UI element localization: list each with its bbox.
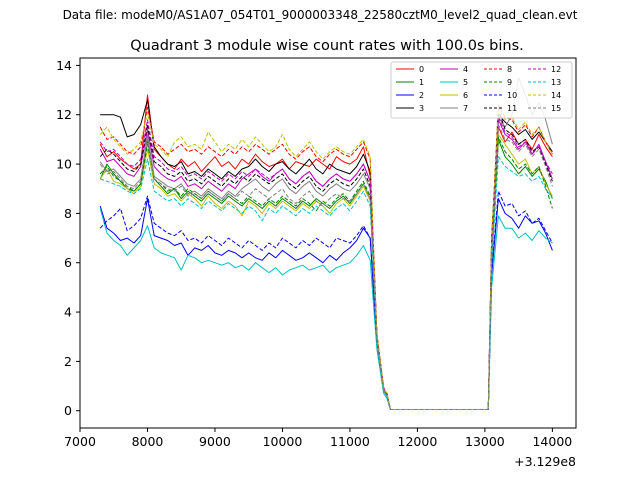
x-offset-label: +3.129e8 [514, 454, 576, 469]
chart-title: Quadrant 3 module wise count rates with … [130, 38, 524, 54]
x-tick-label: 14000 [532, 434, 572, 449]
series-line-9 [99, 136, 553, 410]
legend-label-8: 8 [507, 65, 512, 74]
x-tick-label: 9000 [199, 434, 231, 449]
series-line-0 [99, 94, 553, 410]
legend-label-14: 14 [551, 91, 561, 100]
legend-label-12: 12 [551, 65, 561, 74]
series-line-12 [99, 116, 553, 410]
x-tick-label: 12000 [398, 434, 438, 449]
y-tick-label: 12 [56, 107, 72, 122]
series-line-5 [99, 208, 553, 410]
y-tick-label: 0 [64, 403, 72, 418]
series-line-4 [99, 119, 553, 410]
x-tick-label: 10000 [263, 434, 303, 449]
series-line-6 [99, 134, 553, 410]
y-tick-label: 14 [56, 58, 72, 73]
y-tick-label: 6 [64, 255, 72, 270]
x-tick-label: 13000 [465, 434, 505, 449]
legend-label-13: 13 [551, 78, 561, 87]
series-line-15 [99, 124, 553, 410]
legend-label-3: 3 [419, 104, 424, 113]
legend-label-7: 7 [463, 104, 468, 113]
plot-area-frame [79, 57, 577, 429]
series-line-2 [99, 198, 553, 410]
legend-label-4: 4 [463, 65, 468, 74]
legend-label-5: 5 [463, 78, 468, 87]
legend-label-6: 6 [463, 91, 468, 100]
legend-box [390, 61, 573, 119]
legend-label-0: 0 [419, 65, 424, 74]
x-tick-label: 11000 [330, 434, 370, 449]
y-tick-label: 4 [64, 305, 72, 320]
x-axis: 7000 8000 9000 10000 11000 12000 13000 14000 [64, 428, 572, 449]
plot-lines [99, 77, 553, 410]
legend-label-2: 2 [419, 91, 424, 100]
y-axis: 0 2 4 6 8 10 12 14 [56, 58, 80, 418]
x-tick-label: 7000 [64, 434, 96, 449]
legend-label-10: 10 [507, 91, 517, 100]
x-tick-label: 8000 [132, 434, 164, 449]
legend-label-9: 9 [507, 78, 512, 87]
series-line-7 [99, 77, 553, 410]
legend-label-1: 1 [419, 78, 424, 87]
legend-label-15: 15 [551, 104, 561, 113]
series-line-1 [99, 138, 553, 410]
series-line-10 [99, 190, 553, 410]
figure-suptitle: Data file: modeM0/AS1A07_054T01_90000033… [63, 8, 578, 22]
series-line-8 [99, 104, 553, 410]
series-line-13 [100, 156, 553, 410]
y-tick-label: 10 [56, 157, 72, 172]
y-tick-label: 8 [64, 206, 72, 221]
y-tick-label: 2 [64, 354, 72, 369]
series-line-3 [100, 99, 553, 410]
legend-label-11: 11 [507, 104, 517, 113]
